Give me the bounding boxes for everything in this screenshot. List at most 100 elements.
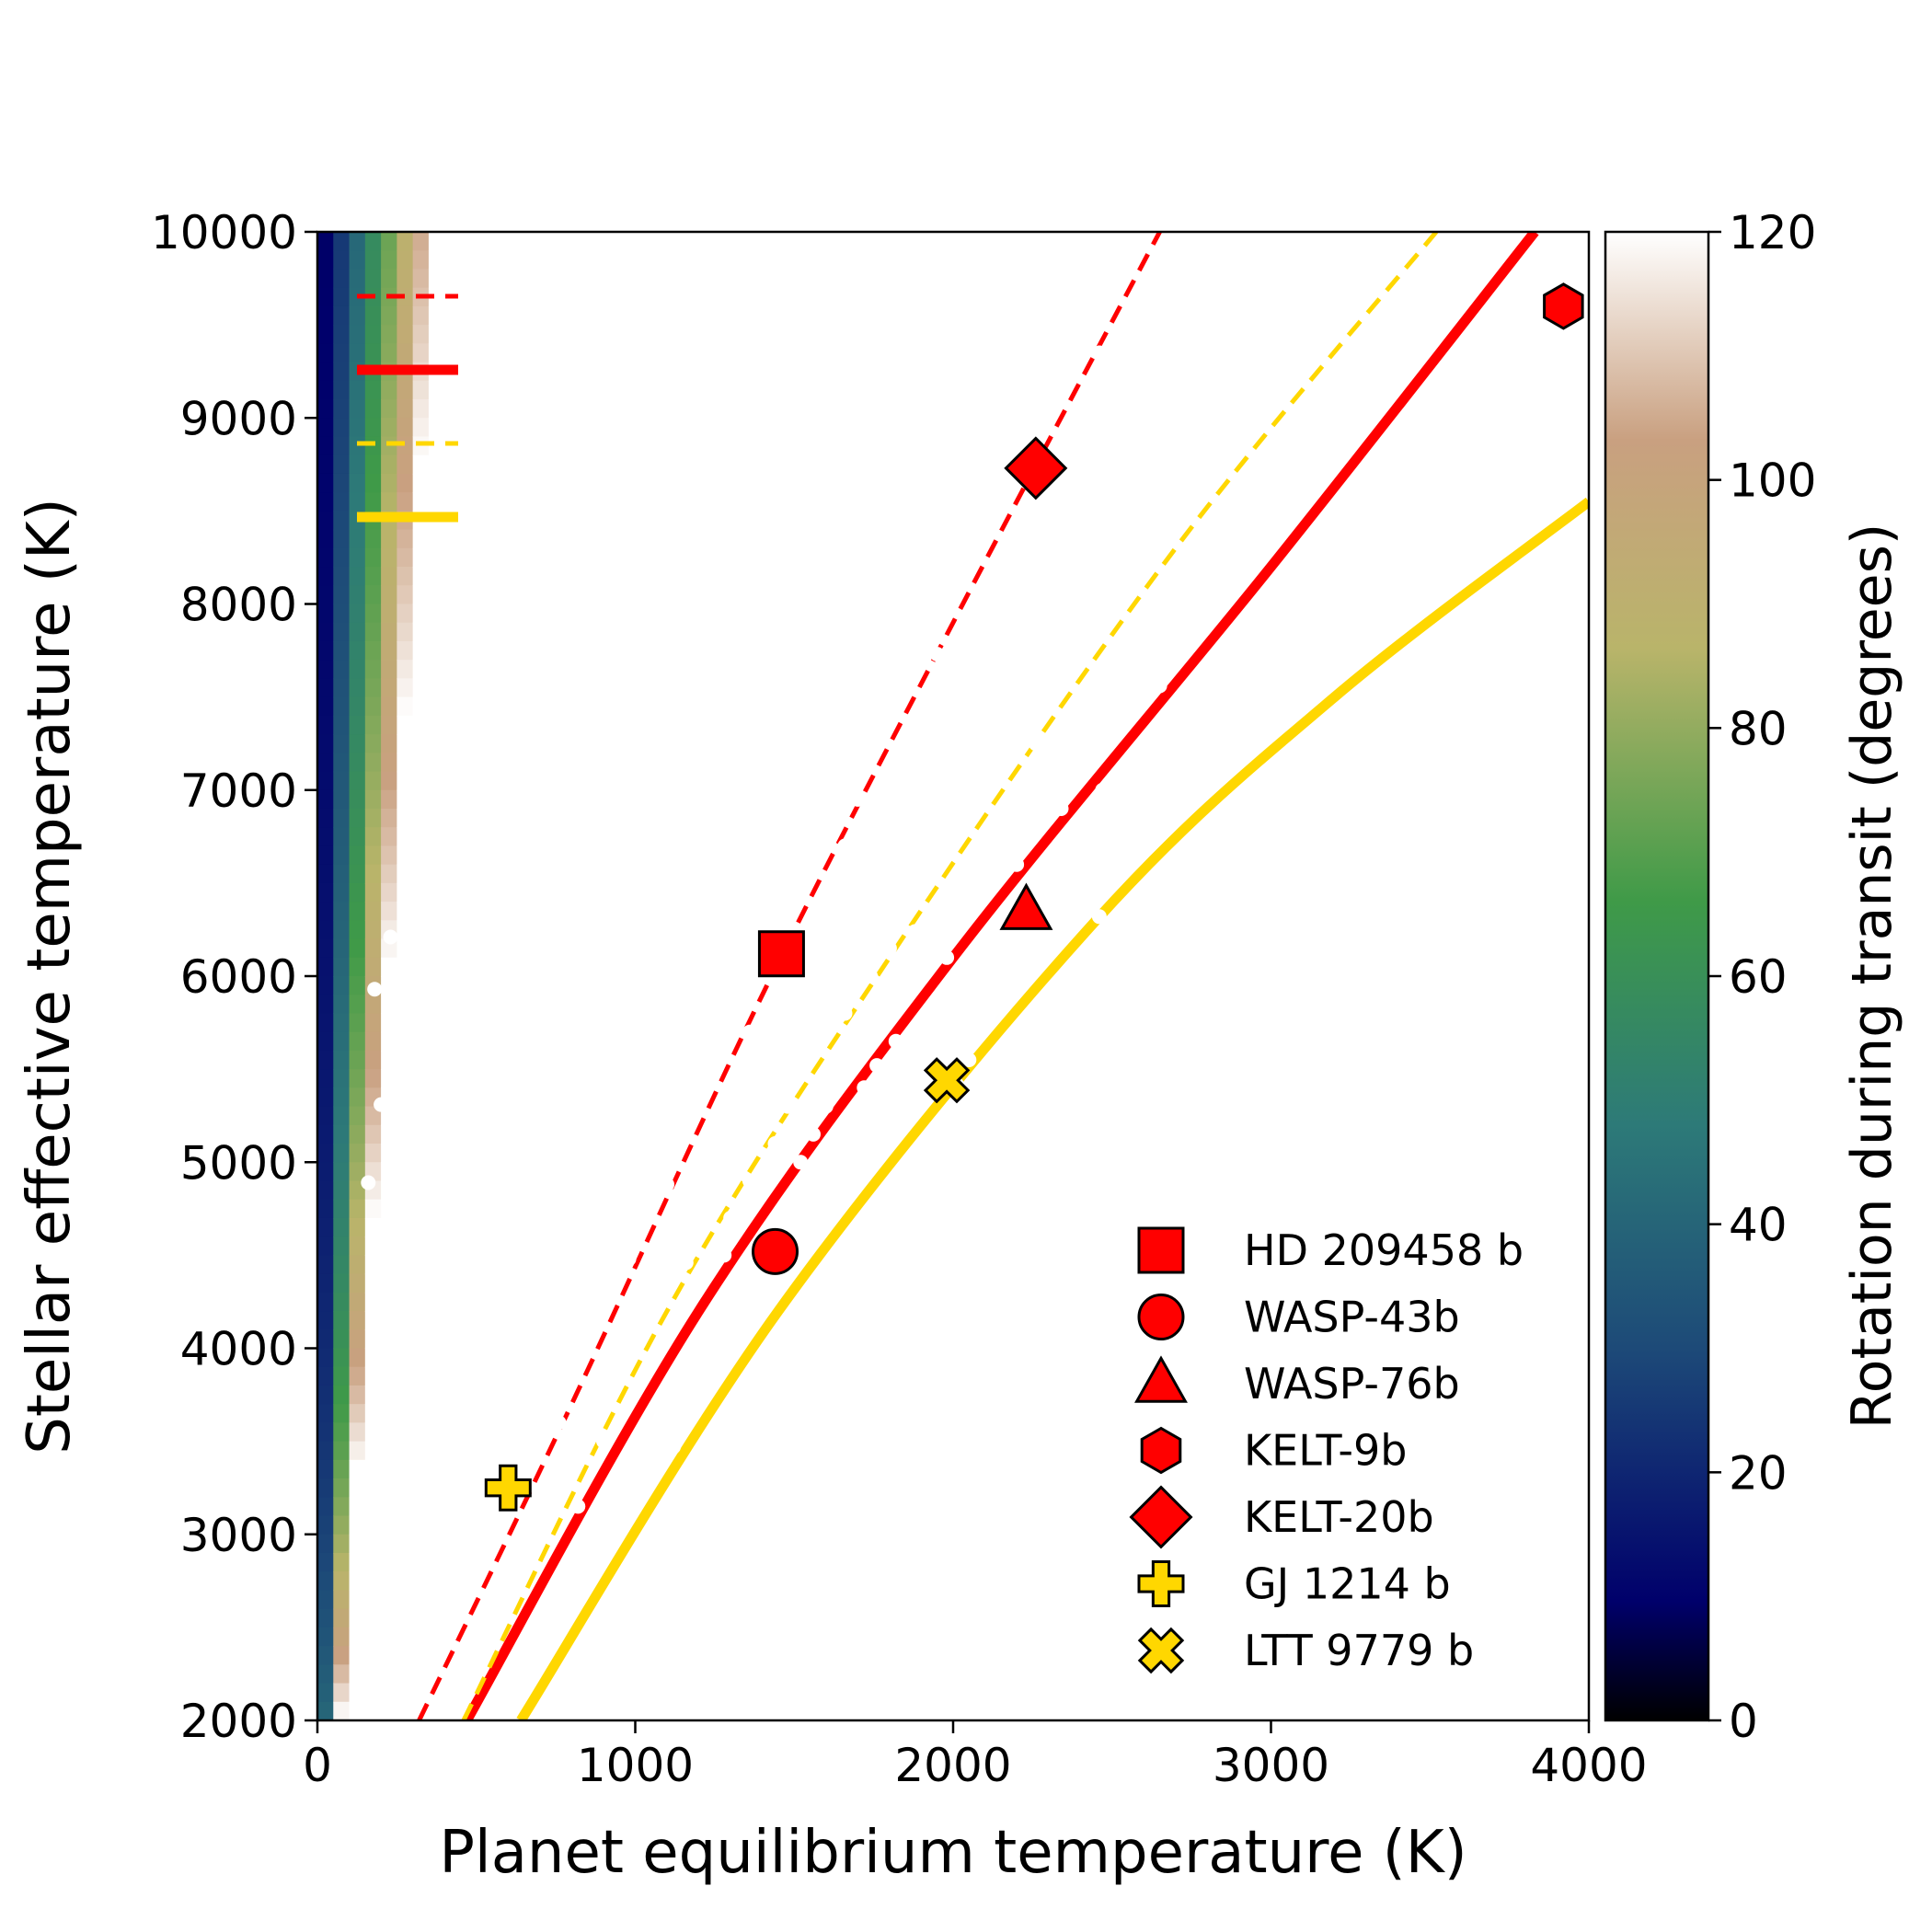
heatmap-cell (317, 1106, 334, 1126)
heatmap-cell (1096, 529, 1113, 549)
heatmap-cell (1064, 1404, 1081, 1424)
heatmap-cell (873, 604, 891, 624)
heatmap-cell (777, 734, 795, 753)
heatmap-cell (317, 1031, 334, 1052)
heatmap-cell (905, 1031, 923, 1052)
heatmap-cell (1286, 1144, 1304, 1163)
heatmap-cell (523, 250, 541, 270)
heatmap-cell (523, 753, 541, 773)
heatmap-cell (1000, 567, 1018, 586)
heatmap-cell (810, 1441, 827, 1461)
heatmap-cell (1286, 287, 1304, 307)
heatmap-cell (953, 1217, 970, 1237)
heatmap-cell (523, 547, 541, 568)
heatmap-cell (984, 1348, 1002, 1368)
heatmap-cell (1223, 250, 1240, 270)
heatmap-cell (364, 882, 382, 903)
heatmap-cell (825, 622, 843, 642)
heatmap-cell (1255, 1441, 1272, 1461)
heatmap-cell (730, 1552, 748, 1572)
heatmap-cell (857, 1459, 875, 1479)
heatmap-cell (333, 529, 351, 549)
heatmap-cell (428, 845, 445, 866)
heatmap-cell (397, 305, 414, 326)
heatmap-cell (969, 1292, 986, 1312)
heatmap-cell (683, 436, 700, 456)
heatmap-cell (730, 380, 748, 400)
heatmap-cell (905, 473, 923, 493)
heatmap-cell (1159, 808, 1177, 828)
heatmap-cell (794, 976, 811, 995)
heatmap-cell (698, 808, 716, 828)
heatmap-cell (667, 269, 684, 289)
heatmap-cell (1017, 1311, 1033, 1330)
heatmap-cell (1191, 1441, 1209, 1461)
heatmap-cell (953, 976, 970, 995)
heatmap-cell (571, 604, 589, 624)
heatmap-cell (777, 771, 795, 791)
heatmap-cell (1017, 511, 1033, 531)
heatmap-cell (1238, 845, 1256, 866)
heatmap-cell (1191, 1478, 1209, 1498)
heatmap-cell (1255, 1144, 1272, 1163)
heatmap-cell (1080, 1459, 1098, 1479)
heatmap-cell (476, 640, 493, 661)
heatmap-cell (1128, 380, 1144, 400)
heatmap-cell (746, 1069, 764, 1088)
heatmap-cell (953, 418, 970, 438)
heatmap-cell (953, 511, 970, 531)
heatmap-cell (730, 1515, 748, 1535)
heatmap-cell (984, 1087, 1002, 1108)
heatmap-cell (1175, 547, 1192, 568)
heatmap-cell (905, 734, 923, 753)
heatmap-cell (635, 1162, 652, 1182)
heatmap-cell (603, 1590, 620, 1610)
heatmap-cell (1191, 380, 1209, 400)
heatmap-cell (984, 1050, 1002, 1070)
heatmap-cell (825, 362, 843, 382)
heatmap-cell (476, 1366, 493, 1386)
heatmap-cell (1017, 1385, 1033, 1405)
heatmap-cell (539, 492, 557, 512)
heatmap-cell (1096, 1144, 1113, 1163)
heatmap-cell (1032, 1590, 1050, 1610)
heatmap-cell (714, 734, 731, 753)
heatmap-cell (364, 1311, 382, 1330)
heatmap-cell (317, 567, 334, 586)
heatmap-cell (1175, 715, 1192, 735)
heatmap-cell (1191, 1608, 1209, 1628)
heatmap-cell (1064, 1590, 1081, 1610)
heatmap-cell (333, 1683, 351, 1703)
heatmap-cell (1223, 1664, 1240, 1685)
heatmap-cell (381, 1124, 397, 1144)
heatmap-cell (1128, 771, 1144, 791)
heatmap-cell (777, 1683, 795, 1703)
heatmap-cell (508, 547, 525, 568)
heatmap-cell (730, 604, 748, 624)
heatmap-cell (1238, 1348, 1256, 1368)
heatmap-cell (937, 734, 954, 753)
heatmap-cell (523, 436, 541, 456)
heatmap-cell (1144, 622, 1161, 642)
heatmap-cell (762, 1627, 779, 1647)
heatmap-cell (1128, 1013, 1144, 1033)
heatmap-cell (825, 1441, 843, 1461)
heatmap-cell (698, 1162, 716, 1182)
heatmap-cell (889, 604, 906, 624)
heatmap-cell (603, 734, 620, 753)
heatmap-cell (1159, 660, 1177, 679)
heatmap-cell (1032, 529, 1050, 549)
heatmap-cell (1271, 1404, 1288, 1424)
heatmap-cell (921, 1515, 938, 1535)
heatmap-cell (508, 864, 525, 884)
heatmap-cell (1017, 1608, 1033, 1628)
heatmap-cell (1048, 511, 1065, 531)
heatmap-cell (650, 789, 668, 810)
heatmap-cell (1017, 362, 1033, 382)
heatmap-cell (571, 511, 589, 531)
heatmap-cell (444, 473, 462, 493)
heatmap-cell (635, 715, 652, 735)
heatmap-cell (953, 1292, 970, 1312)
heatmap-cell (667, 696, 684, 717)
heatmap-cell (667, 902, 684, 921)
